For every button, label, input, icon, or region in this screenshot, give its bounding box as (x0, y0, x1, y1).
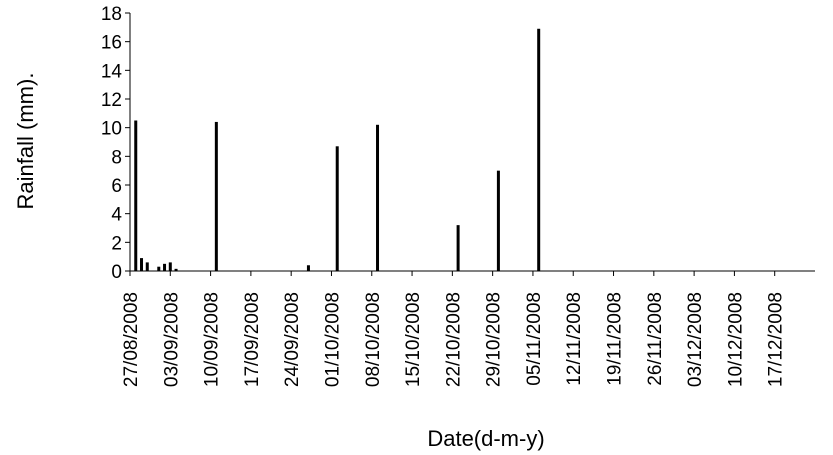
x-tick-label: 19/11/2008 (605, 292, 626, 386)
y-axis-title: Rainfall (mm). (13, 73, 38, 210)
bar (157, 266, 161, 271)
bar (168, 262, 172, 271)
y-tick-label: 0 (111, 262, 122, 283)
bar (335, 146, 339, 271)
x-tick-label: 08/10/2008 (363, 292, 384, 387)
y-tick-label: 8 (111, 147, 122, 168)
x-tick-label: 17/12/2008 (766, 292, 787, 387)
x-tick-label: 17/09/2008 (242, 292, 263, 387)
bar (496, 170, 500, 271)
y-tick-label: 16 (101, 33, 122, 54)
x-axis-title: Date(d-m-y) (427, 426, 544, 451)
x-axis: 27/08/2008 03/09/2008 10/09/2008 17/09/2008… (121, 270, 815, 387)
bar (376, 124, 380, 271)
y-tick-label: 6 (111, 176, 122, 197)
x-tick-label: 24/09/2008 (282, 292, 303, 387)
y-tick-label: 4 (111, 205, 122, 226)
x-tick-label: 29/10/2008 (484, 292, 505, 387)
x-tick-label: 10/12/2008 (725, 292, 746, 387)
x-tick-label: 10/09/2008 (202, 292, 223, 387)
bar (140, 258, 144, 271)
bar (456, 225, 460, 271)
bar (214, 121, 218, 271)
x-tick-label: 03/09/2008 (161, 292, 182, 387)
x-tick-label: 01/10/2008 (322, 292, 343, 387)
bars-group (134, 28, 541, 272)
bar (537, 28, 541, 272)
y-axis: 0 2 4 6 8 10 12 14 16 18 (101, 4, 131, 283)
y-tick-label: 18 (101, 4, 122, 25)
bar (163, 263, 167, 271)
x-tick-label: 12/11/2008 (564, 292, 585, 386)
x-tick-label: 03/12/2008 (685, 292, 706, 387)
bar (174, 268, 178, 271)
bar (134, 120, 138, 271)
y-tick-label: 10 (101, 119, 122, 140)
y-tick-label: 14 (101, 61, 123, 82)
y-tick-label: 12 (101, 90, 122, 111)
bar (145, 262, 149, 271)
x-tick-label: 15/10/2008 (403, 292, 424, 387)
x-tick-label: 26/11/2008 (645, 292, 666, 386)
bar (306, 265, 310, 271)
x-tick-label: 05/11/2008 (524, 292, 545, 386)
x-tick-label: 22/10/2008 (443, 292, 464, 387)
y-tick-label: 2 (111, 233, 122, 254)
x-tick-label: 27/08/2008 (121, 292, 142, 387)
